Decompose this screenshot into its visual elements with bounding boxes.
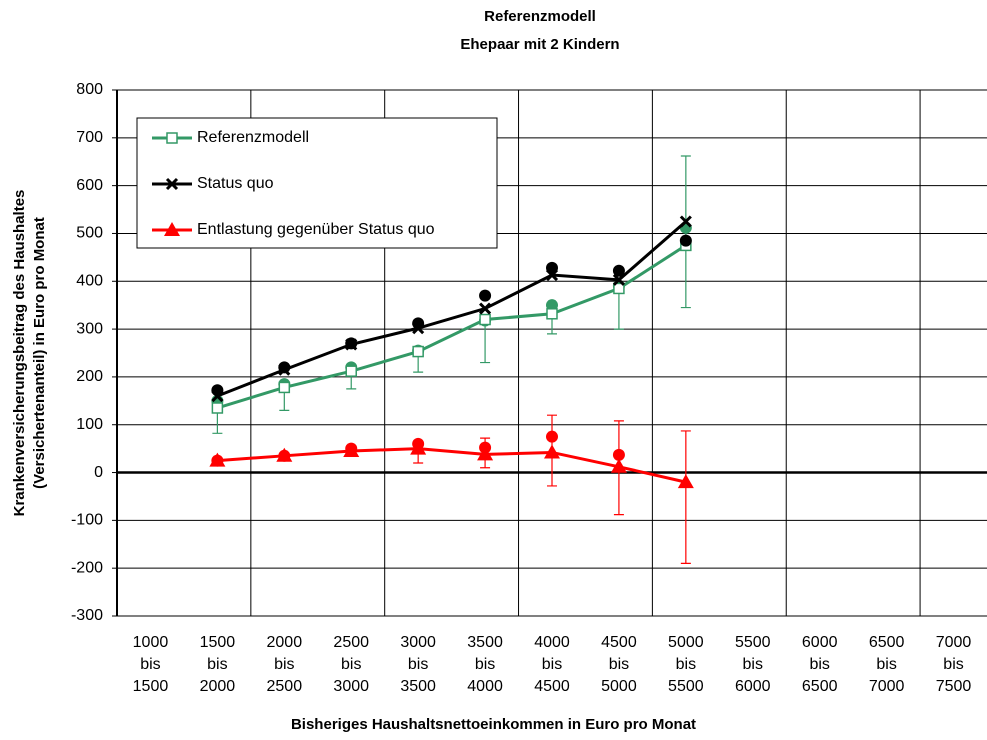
point-dot <box>612 264 625 277</box>
marker <box>412 322 425 335</box>
x-tick-label: 4500 bis 5000 <box>601 634 637 695</box>
y-tick-label: -200 <box>71 559 103 576</box>
legend-box <box>136 117 498 249</box>
error-bar <box>680 430 691 564</box>
marker <box>477 446 494 461</box>
point-dot <box>679 234 692 247</box>
x-tick-label: 7000 bis 7500 <box>935 634 972 695</box>
marker <box>276 447 293 462</box>
legend-marker <box>164 222 180 236</box>
marker <box>410 440 427 455</box>
y-axis-title: (Versichertenanteil) in Euro pro Monat <box>31 217 48 489</box>
marker <box>545 268 559 282</box>
y-tick-label: 200 <box>76 368 103 385</box>
marker <box>412 345 424 358</box>
marker <box>677 474 694 489</box>
marker <box>544 444 560 459</box>
chart-title: Ehepaar mit 2 Kindern <box>460 36 619 53</box>
x-axis-title: Bisheriges Haushaltsnettoeinkommen in Eu… <box>290 716 697 733</box>
y-tick-label: 100 <box>76 416 103 433</box>
series-line <box>216 244 687 410</box>
x-tick-label: 3000 bis 3500 <box>400 634 436 695</box>
marker <box>345 338 358 351</box>
marker <box>479 313 491 326</box>
x-tick-label: 5500 bis 6000 <box>734 634 771 695</box>
x-tick-label: 1000 bis 1500 <box>132 634 169 695</box>
x-tick-label: 5000 bis 5500 <box>668 634 704 695</box>
marker <box>209 452 226 467</box>
error-bar <box>480 319 491 364</box>
marker <box>345 365 357 377</box>
x-tick-label: 6500 bis 7000 <box>868 634 905 695</box>
chart-title: Referenzmodell <box>484 8 596 25</box>
legend-marker <box>165 177 179 191</box>
marker <box>546 308 558 320</box>
y-tick-label: 700 <box>76 129 103 146</box>
marker <box>211 389 224 403</box>
y-tick-label: -300 <box>71 607 103 624</box>
marker <box>343 443 360 458</box>
marker <box>278 381 291 394</box>
marker <box>479 302 492 315</box>
y-axis-title: Krankenversicherungsbeitrag des Haushalt… <box>11 190 28 517</box>
marker <box>612 273 625 286</box>
x-tick-label: 2000 bis 2500 <box>266 634 303 695</box>
y-tick-label: 0 <box>94 464 103 481</box>
x-tick-label: 1500 bis 2000 <box>199 634 236 695</box>
legend-marker <box>166 132 178 144</box>
marker <box>610 458 627 473</box>
x-tick-label: 3500 bis 4000 <box>467 634 503 695</box>
legend-label: Entlastung gegenüber Status quo <box>197 221 435 238</box>
y-tick-label: 300 <box>76 320 103 337</box>
point-dot <box>278 361 291 374</box>
legend-label: Referenzmodell <box>197 129 309 146</box>
point-dot <box>479 289 492 302</box>
marker <box>211 402 224 414</box>
y-tick-label: 400 <box>76 272 103 289</box>
point-dot <box>612 448 625 461</box>
y-tick-label: 500 <box>76 225 103 242</box>
x-tick-label: 2500 bis 3000 <box>333 634 370 695</box>
marker <box>679 215 692 228</box>
marker <box>278 363 291 376</box>
y-tick-label: -100 <box>71 512 103 529</box>
series-line <box>217 447 687 484</box>
x-tick-label: 6000 bis 6500 <box>801 634 838 695</box>
y-tick-label: 800 <box>76 81 103 98</box>
marker <box>613 282 625 295</box>
x-tick-label: 4000 bis 4500 <box>534 634 570 695</box>
legend-label: Status quo <box>197 175 274 192</box>
y-tick-label: 600 <box>76 177 103 194</box>
point-dot <box>546 430 558 443</box>
series-line <box>216 220 687 398</box>
